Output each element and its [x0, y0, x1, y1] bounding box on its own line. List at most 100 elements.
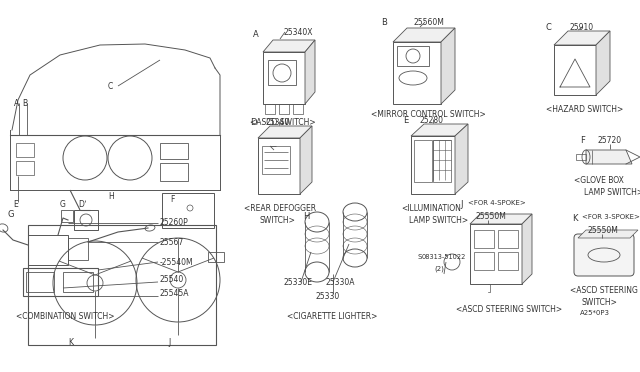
Text: 25545A: 25545A	[160, 289, 189, 298]
Text: <CIGARETTE LIGHTER>: <CIGARETTE LIGHTER>	[287, 312, 378, 321]
Text: F: F	[580, 136, 585, 145]
Bar	[474, 230, 494, 248]
Bar	[470, 224, 522, 284]
Text: H: H	[303, 212, 309, 221]
Polygon shape	[411, 124, 468, 136]
Bar	[160, 163, 188, 181]
Polygon shape	[393, 28, 455, 42]
Text: <ILLUMINATION: <ILLUMINATION	[401, 204, 461, 213]
Bar	[16, 161, 34, 175]
Text: 25720: 25720	[598, 136, 622, 145]
Bar	[258, 138, 300, 194]
Text: K: K	[68, 338, 73, 347]
Bar	[498, 230, 518, 248]
Text: C: C	[546, 23, 552, 32]
Bar	[554, 45, 596, 95]
Text: K: K	[572, 214, 577, 223]
Text: <HAZARD SWITCH>: <HAZARD SWITCH>	[546, 105, 623, 114]
Text: D: D	[78, 200, 84, 209]
Text: 25330: 25330	[315, 292, 339, 301]
Polygon shape	[305, 40, 315, 104]
Text: 08313-51022: 08313-51022	[422, 254, 467, 260]
Bar	[433, 140, 451, 182]
Text: B: B	[381, 18, 387, 27]
FancyBboxPatch shape	[574, 234, 634, 276]
Bar	[397, 46, 429, 66]
Text: 25560M: 25560M	[413, 18, 444, 27]
Text: B: B	[22, 99, 27, 108]
Text: <ASCD SWITCH>: <ASCD SWITCH>	[250, 118, 316, 127]
Text: 25340: 25340	[266, 118, 291, 127]
Bar	[268, 60, 296, 85]
Bar	[68, 238, 88, 260]
Text: A: A	[253, 30, 259, 39]
Text: F: F	[170, 195, 174, 204]
Bar	[498, 252, 518, 270]
Polygon shape	[578, 230, 638, 238]
Text: 25280: 25280	[419, 116, 443, 125]
Bar	[262, 146, 290, 174]
Text: <FOR 3-SPOKE>: <FOR 3-SPOKE>	[582, 214, 640, 220]
Text: 25910: 25910	[570, 23, 594, 32]
Polygon shape	[522, 214, 532, 284]
Text: LAMP SWITCH>: LAMP SWITCH>	[584, 188, 640, 197]
Text: J: J	[460, 200, 463, 209]
Text: G: G	[8, 210, 15, 219]
Bar	[293, 104, 303, 114]
Text: 25330E: 25330E	[283, 278, 312, 287]
Text: C: C	[108, 82, 113, 91]
Bar	[411, 136, 455, 194]
Text: G: G	[60, 200, 66, 209]
Bar	[162, 193, 214, 228]
Polygon shape	[586, 150, 632, 164]
Text: 25567: 25567	[160, 238, 184, 247]
Text: <COMBINATION SWITCH>: <COMBINATION SWITCH>	[16, 312, 115, 321]
Text: 25330A: 25330A	[325, 278, 355, 287]
Text: 25550M: 25550M	[588, 226, 619, 235]
Text: LAMP SWITCH>: LAMP SWITCH>	[409, 216, 468, 225]
Text: <REAR DEFOGGER: <REAR DEFOGGER	[244, 204, 316, 213]
Bar	[393, 42, 441, 104]
Bar	[279, 104, 289, 114]
Text: S: S	[418, 254, 422, 260]
Text: 25340X: 25340X	[283, 28, 312, 37]
Bar	[63, 272, 93, 292]
Text: A25*0P3: A25*0P3	[580, 310, 610, 316]
Text: A: A	[14, 99, 19, 108]
Polygon shape	[455, 124, 468, 194]
Polygon shape	[300, 126, 312, 194]
Bar	[74, 210, 98, 230]
Bar	[414, 140, 432, 182]
Text: <ASCD STEERING: <ASCD STEERING	[570, 286, 638, 295]
Text: SWITCH>: SWITCH>	[260, 216, 296, 225]
Text: -25540M: -25540M	[160, 258, 194, 267]
Text: E: E	[13, 200, 18, 209]
Text: <MIRROR CONTROL SWITCH>: <MIRROR CONTROL SWITCH>	[371, 110, 486, 119]
Polygon shape	[470, 214, 532, 224]
Bar	[265, 104, 275, 114]
Polygon shape	[554, 31, 610, 45]
Polygon shape	[441, 28, 455, 104]
Bar	[208, 252, 224, 262]
Text: SWITCH>: SWITCH>	[582, 298, 618, 307]
Bar	[23, 268, 98, 296]
Text: <ASCD STEERING SWITCH>: <ASCD STEERING SWITCH>	[456, 305, 562, 314]
Text: <FOR 4-SPOKE>: <FOR 4-SPOKE>	[468, 200, 525, 206]
Polygon shape	[596, 31, 610, 95]
Bar	[474, 252, 494, 270]
Polygon shape	[258, 126, 312, 138]
Bar	[28, 235, 68, 265]
Text: H: H	[108, 192, 114, 201]
Text: J: J	[168, 338, 170, 347]
Text: 25540: 25540	[160, 275, 184, 284]
Text: 25550M: 25550M	[476, 212, 507, 221]
Bar	[576, 154, 586, 160]
Bar	[28, 225, 216, 345]
Text: 25260P: 25260P	[160, 218, 189, 227]
Bar	[26, 272, 54, 292]
Text: D: D	[250, 118, 257, 127]
Text: E: E	[403, 116, 408, 125]
Bar	[263, 52, 305, 104]
Text: (2): (2)	[434, 265, 444, 272]
Text: <GLOVE BOX: <GLOVE BOX	[574, 176, 624, 185]
